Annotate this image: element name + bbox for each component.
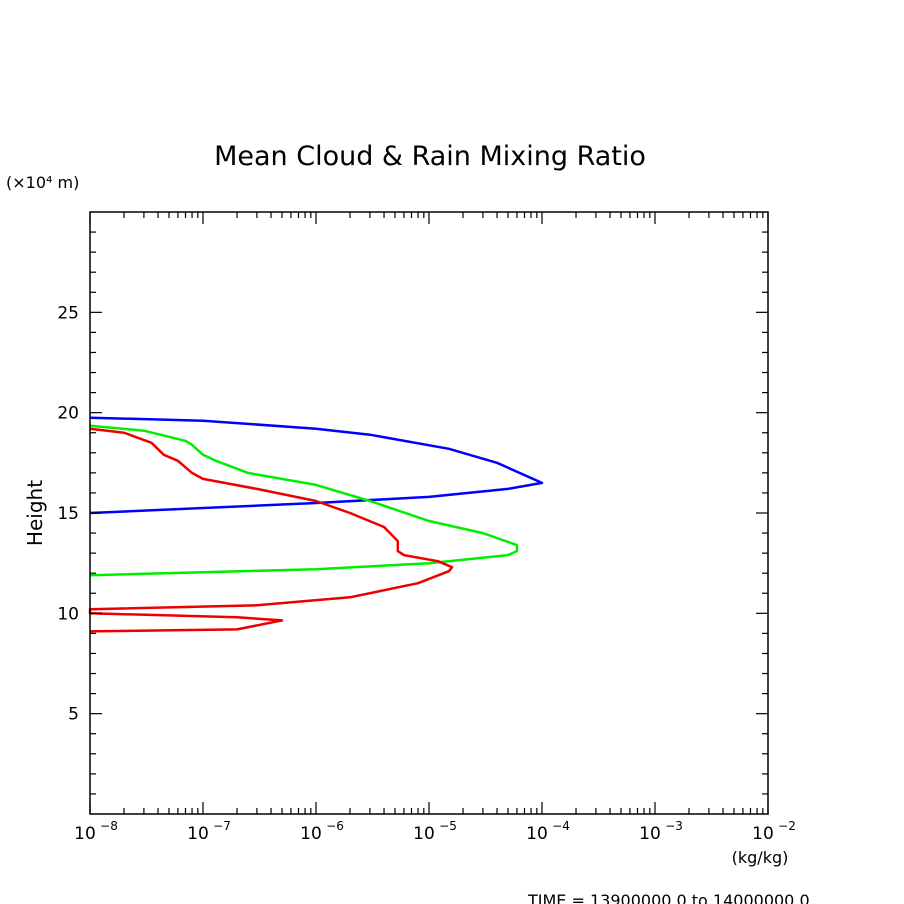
series-line-3 — [88, 427, 454, 633]
tick-labels: 5 10 15 20 25 10 −8 10 −7 10 −6 10 −5 10 −4 10 −3 10 −2 — [57, 303, 795, 844]
x-tick-label: 10 — [639, 824, 661, 844]
axis-ticks — [89, 212, 769, 814]
x-tick-exponent: −5 — [439, 819, 457, 833]
x-tick-label: 10 — [74, 824, 96, 844]
time-footer: TIME = 13900000.0 to 14000000.0 — [527, 891, 810, 904]
y-tick-label: 10 — [57, 604, 79, 624]
x-tick-exponent: −6 — [326, 819, 344, 833]
x-tick-label: 10 — [187, 824, 209, 844]
y-tick-label: 25 — [57, 303, 79, 323]
y-axis-label: Height — [23, 480, 47, 546]
x-tick-exponent: −2 — [778, 819, 796, 833]
x-tick-label: 10 — [752, 824, 774, 844]
x-tick-exponent: −3 — [665, 819, 683, 833]
data-lines — [88, 416, 544, 633]
y-tick-label: 5 — [68, 705, 79, 725]
x-tick-label: 10 — [300, 824, 322, 844]
series-line-1 — [89, 416, 544, 515]
chart-title: Mean Cloud & Rain Mixing Ratio — [214, 141, 646, 172]
x-tick-exponent: −8 — [100, 819, 118, 833]
plot-frame — [89, 211, 769, 815]
x-tick-label: 10 — [413, 824, 435, 844]
y-tick-label: 15 — [57, 504, 79, 524]
x-tick-exponent: −4 — [552, 819, 570, 833]
x-tick-exponent: −7 — [213, 819, 231, 833]
x-axis-label: (kg/kg) — [732, 848, 789, 867]
y-unit-label: (×10⁴ m) — [6, 173, 79, 192]
x-tick-label: 10 — [526, 824, 548, 844]
y-tick-label: 20 — [57, 404, 79, 424]
series-line-2 — [89, 424, 519, 577]
